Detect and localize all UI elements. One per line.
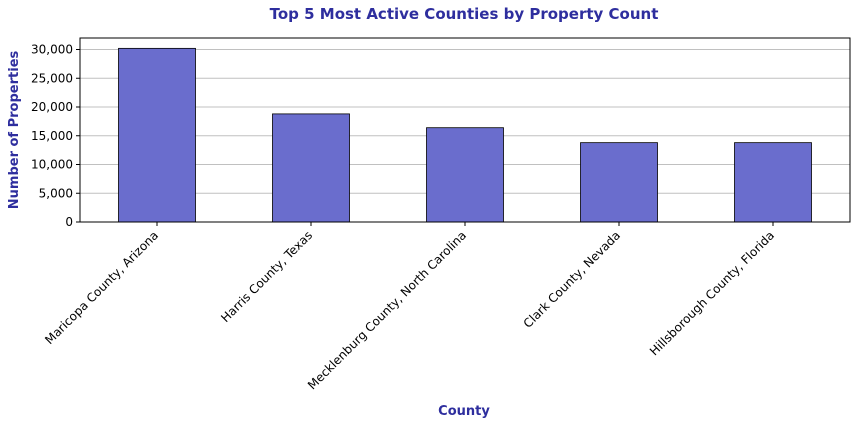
bar (734, 142, 812, 223)
x-tick-label: Harris County, Texas (218, 228, 315, 325)
x-tick-label: Hillsborough County, Florida (647, 228, 777, 358)
bar (580, 142, 658, 223)
x-tick-label: Mecklenburg County, North Carolina (305, 228, 469, 392)
y-axis-ticks: 0 5,000 10,000 15,000 20,000 25,000 30,000 (31, 43, 80, 229)
x-axis-label: County (438, 404, 490, 419)
y-tick-label: 25,000 (31, 71, 73, 85)
chart-title: Top 5 Most Active Counties by Property C… (270, 5, 659, 23)
y-tick-label: 20,000 (31, 100, 73, 114)
x-axis-ticks: Maricopa County, Arizona Harris County, T… (42, 222, 777, 392)
y-tick-label: 5,000 (39, 186, 73, 200)
y-axis-label: Number of Properties (7, 50, 22, 209)
x-tick-label: Maricopa County, Arizona (42, 228, 161, 347)
x-tick-label: Clark County, Nevada (521, 228, 623, 330)
y-tick-label: 0 (65, 215, 73, 229)
y-tick-label: 30,000 (31, 43, 73, 57)
bar (426, 127, 504, 223)
bars (118, 47, 812, 223)
bar (118, 47, 196, 223)
bar (272, 113, 350, 223)
y-tick-label: 10,000 (31, 158, 73, 172)
y-tick-label: 15,000 (31, 129, 73, 143)
